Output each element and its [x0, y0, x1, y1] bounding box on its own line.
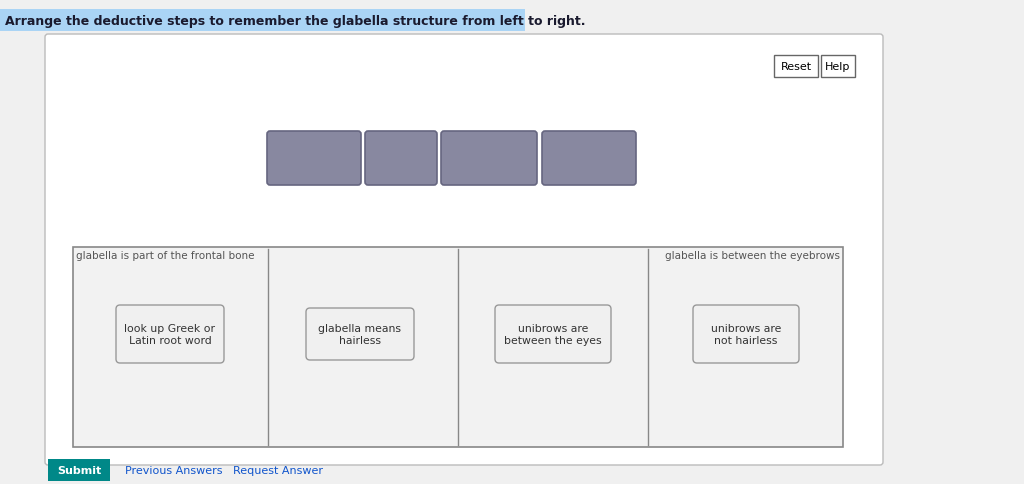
Text: unibrows are
not hairless: unibrows are not hairless: [711, 323, 781, 345]
Text: Submit: Submit: [57, 465, 101, 475]
Text: glabella is between the eyebrows: glabella is between the eyebrows: [665, 251, 840, 260]
Bar: [73, 247, 843, 447]
FancyBboxPatch shape: [365, 132, 437, 186]
FancyBboxPatch shape: [306, 308, 414, 360]
Text: glabella is part of the frontal bone: glabella is part of the frontal bone: [76, 251, 255, 260]
FancyBboxPatch shape: [441, 132, 537, 186]
Text: unibrows are
between the eyes: unibrows are between the eyes: [504, 323, 602, 345]
FancyBboxPatch shape: [693, 305, 799, 363]
Text: Previous Answers   Request Answer: Previous Answers Request Answer: [125, 465, 323, 475]
FancyBboxPatch shape: [774, 56, 818, 78]
FancyBboxPatch shape: [495, 305, 611, 363]
FancyBboxPatch shape: [116, 305, 224, 363]
Text: glabella means
hairless: glabella means hairless: [318, 323, 401, 345]
FancyBboxPatch shape: [45, 35, 883, 465]
Text: Reset: Reset: [780, 62, 812, 72]
Bar: [48, 459, 110, 481]
FancyBboxPatch shape: [542, 132, 636, 186]
FancyBboxPatch shape: [267, 132, 361, 186]
Text: look up Greek or
Latin root word: look up Greek or Latin root word: [125, 323, 215, 345]
Text: Arrange the deductive steps to remember the glabella structure from left to righ: Arrange the deductive steps to remember …: [5, 15, 586, 28]
Text: Help: Help: [825, 62, 851, 72]
Bar: [0, 10, 525, 32]
FancyBboxPatch shape: [821, 56, 855, 78]
